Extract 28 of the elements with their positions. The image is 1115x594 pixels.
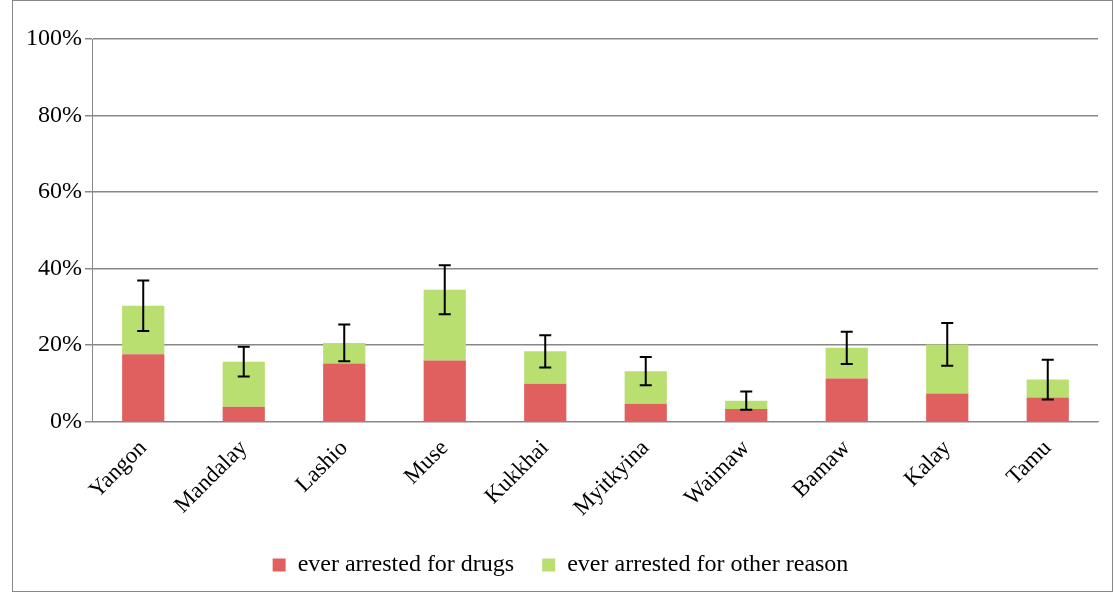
bar bbox=[624, 371, 667, 404]
legend-label: ever arrested for drugs bbox=[297, 550, 515, 577]
bar bbox=[122, 305, 165, 355]
bar bbox=[624, 403, 667, 421]
bar bbox=[725, 400, 768, 410]
bar bbox=[1026, 397, 1069, 421]
y-tick-label: 20% bbox=[37, 330, 82, 357]
bar bbox=[825, 347, 868, 379]
y-tick-label: 60% bbox=[37, 177, 82, 204]
bar bbox=[926, 344, 969, 394]
bar bbox=[1026, 379, 1069, 398]
y-tick-label: 80% bbox=[37, 100, 82, 127]
bar bbox=[423, 360, 466, 421]
bar bbox=[222, 406, 265, 421]
bar bbox=[323, 363, 366, 421]
bar bbox=[423, 289, 466, 361]
legend-label: ever arrested for other reason bbox=[567, 550, 849, 577]
y-tick-label: 40% bbox=[37, 253, 82, 280]
bar bbox=[524, 383, 567, 421]
y-tick-label: 100% bbox=[25, 24, 82, 51]
bar bbox=[725, 409, 768, 421]
bar bbox=[926, 393, 969, 421]
bar bbox=[524, 351, 567, 384]
bar bbox=[122, 354, 165, 421]
bar bbox=[222, 361, 265, 407]
bar bbox=[323, 342, 366, 364]
y-tick-label: 0% bbox=[49, 407, 82, 434]
bar bbox=[825, 378, 868, 421]
